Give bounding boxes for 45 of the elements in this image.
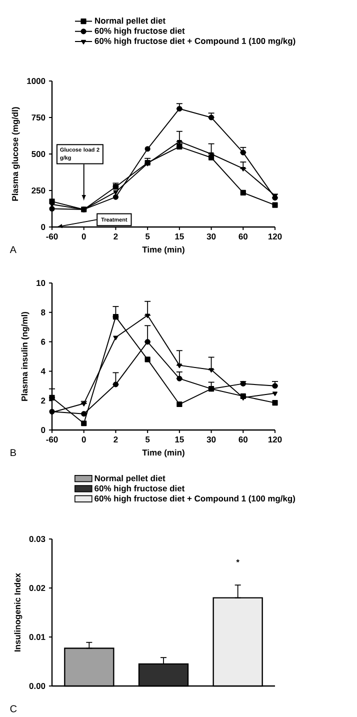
legend-label: Normal pellet diet bbox=[94, 475, 166, 483]
y-tick-label: 0 bbox=[41, 427, 46, 433]
y-tick-label: 10 bbox=[36, 280, 46, 286]
legend-label: 60% high fructose diet bbox=[94, 485, 185, 494]
y-tick-label: 1000 bbox=[27, 78, 46, 84]
y-tick-label: 2 bbox=[41, 398, 46, 404]
x-axis-title: Time (min) bbox=[142, 246, 184, 254]
y-tick-label: 4 bbox=[40, 368, 46, 374]
x-tick-label: 15 bbox=[175, 234, 184, 240]
x-tick-label: -60 bbox=[46, 436, 58, 442]
x-tick-label: 0 bbox=[82, 436, 86, 442]
x-tick-label: 2 bbox=[114, 234, 118, 240]
legend-label: 60% high fructose diet bbox=[94, 28, 185, 36]
x-tick-label: 2 bbox=[114, 436, 118, 442]
y-axis-title: Plasma insulin (ng/ml) bbox=[21, 312, 30, 401]
y-tick-label: 500 bbox=[32, 151, 46, 157]
y-tick-label: 0 bbox=[41, 224, 46, 230]
legend-label: Normal pellet diet bbox=[95, 17, 166, 26]
y-axis-title: Insulinogenic Index bbox=[14, 573, 22, 652]
text: C bbox=[10, 705, 17, 712]
text: B bbox=[10, 449, 16, 456]
y-tick-label: 6 bbox=[41, 338, 46, 345]
x-tick-label: 60 bbox=[238, 234, 248, 240]
x-tick-label: 60 bbox=[238, 436, 248, 442]
text: A bbox=[10, 246, 16, 254]
x-tick-label: -60 bbox=[46, 234, 58, 240]
legend-label: 60% high fructose diet + Compound 1 (100 mg/kg) bbox=[94, 38, 296, 46]
y-tick-label: 250 bbox=[32, 188, 46, 194]
x-tick-label: 120 bbox=[268, 234, 282, 240]
y-tick-label: 8 bbox=[41, 309, 46, 316]
y-tick-label: 0.01 bbox=[29, 634, 46, 640]
legend-label: 60% high fructose diet + Compound 1 (100 mg/kg) bbox=[94, 495, 296, 504]
y-axis-title: Plasma glucose (mg/dl) bbox=[12, 107, 20, 201]
x-tick-label: 30 bbox=[206, 234, 216, 240]
x-axis-title: Time (min) bbox=[142, 449, 184, 458]
x-tick-label: 120 bbox=[268, 436, 282, 442]
x-tick-label: 15 bbox=[175, 436, 184, 442]
y-tick-label: 0.02 bbox=[29, 585, 46, 591]
y-tick-label: 750 bbox=[32, 114, 46, 120]
y-tick-label: 0.00 bbox=[29, 683, 46, 689]
x-tick-label: 5 bbox=[145, 436, 150, 442]
x-tick-label: 30 bbox=[206, 436, 216, 443]
x-tick-label: 5 bbox=[145, 234, 150, 240]
x-tick-label: 0 bbox=[82, 234, 86, 240]
y-tick-label: 0.03 bbox=[29, 536, 46, 542]
